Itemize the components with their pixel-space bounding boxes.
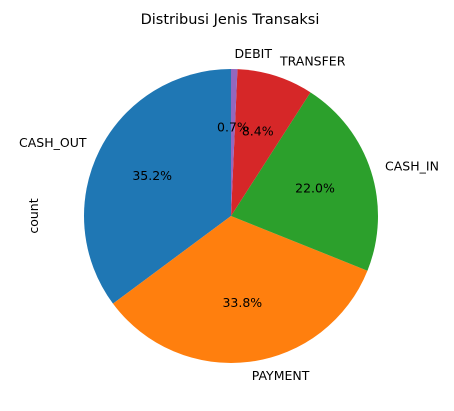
pie-slice-transfer xyxy=(231,69,311,216)
slice-percent-payment: 33.8% xyxy=(222,295,262,310)
pie-labels: CASH_OUT 35.2% PAYMENT 33.8% CASH_IN 22.0% TRA… xyxy=(19,46,439,383)
slice-label-cash-out: CASH_OUT xyxy=(19,135,87,150)
slice-percent-debit: 0.7% xyxy=(217,119,249,134)
slice-percent-cash-in: 22.0% xyxy=(295,181,335,196)
pie-slice-payment xyxy=(112,216,368,363)
slice-label-payment: PAYMENT xyxy=(252,368,310,383)
slice-label-transfer: TRANSFER xyxy=(279,53,346,68)
pie-slices xyxy=(84,69,378,363)
slice-label-cash-in: CASH_IN xyxy=(385,158,439,173)
slice-percent-cash-out: 35.2% xyxy=(132,168,172,183)
pie-slice-cash-in xyxy=(231,92,378,271)
pie-slice-debit xyxy=(231,69,238,216)
pie-slice-cash-out xyxy=(84,69,231,304)
slice-percent-transfer: 8.4% xyxy=(242,123,274,138)
y-axis-label: count xyxy=(26,198,41,233)
chart-title: Distribusi Jenis Transaksi xyxy=(141,12,320,28)
slice-label-debit: DEBIT xyxy=(235,46,273,61)
